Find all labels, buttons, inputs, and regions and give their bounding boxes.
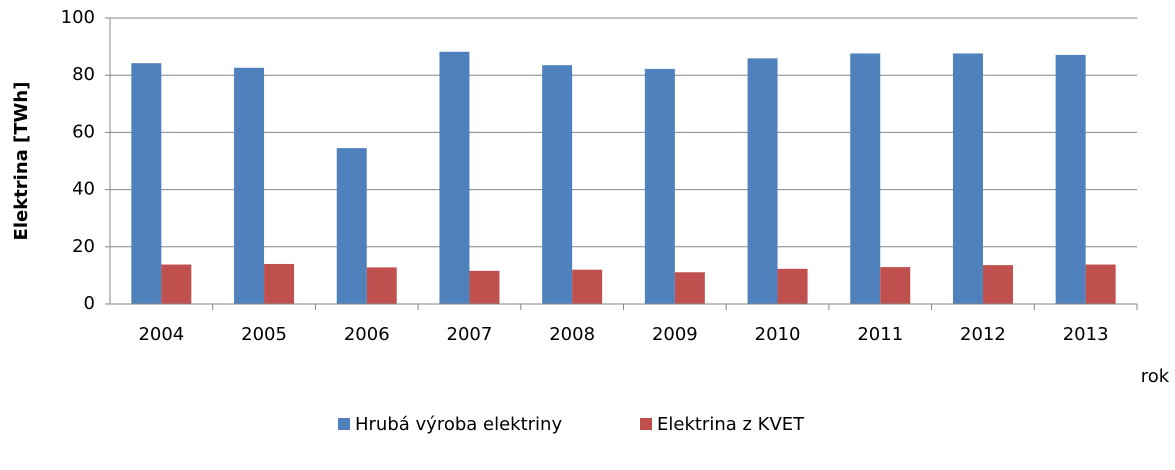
y-tick-label: 20 [72,236,95,257]
x-tick-label: 2011 [857,324,903,345]
bar [542,65,573,304]
bar [777,268,808,304]
legend-label: Hrubá výroba elektriny [355,414,562,435]
y-tick-label: 80 [72,64,95,85]
bar [952,53,983,304]
x-tick-label: 2005 [241,324,287,345]
bar [880,267,911,304]
bar [366,267,397,304]
x-tick-label: 2008 [549,324,595,345]
legend-swatch [338,418,350,430]
y-tick-label: 60 [72,121,95,142]
bar [674,272,705,304]
bar [336,148,367,304]
x-tick-label: 2006 [344,324,390,345]
bar [1055,54,1086,305]
y-axis-label: Elektrina [TWh] [11,82,32,241]
bar [982,265,1013,304]
bar [161,264,192,304]
y-tick-label: 40 [72,179,95,200]
bar [747,58,778,304]
x-axis-label: rok [1141,366,1170,387]
bar [131,63,162,304]
bar [469,270,500,304]
x-tick-label: 2004 [138,324,184,345]
legend-label: Elektrina z KVET [657,414,805,435]
y-tick-label: 0 [84,293,95,314]
x-tick-label: 2010 [755,324,801,345]
x-tick-label: 2009 [652,324,698,345]
x-tick-label: 2007 [447,324,493,345]
bar [644,68,675,305]
bar [264,263,295,304]
bar [439,51,470,304]
x-tick-label: 2012 [960,324,1006,345]
x-tick-label: 2013 [1063,324,1109,345]
legend-swatch [640,418,652,430]
bar [1085,264,1116,304]
bar [850,53,881,304]
bar [234,67,265,304]
bar [572,269,603,304]
y-tick-label: 100 [61,7,95,28]
